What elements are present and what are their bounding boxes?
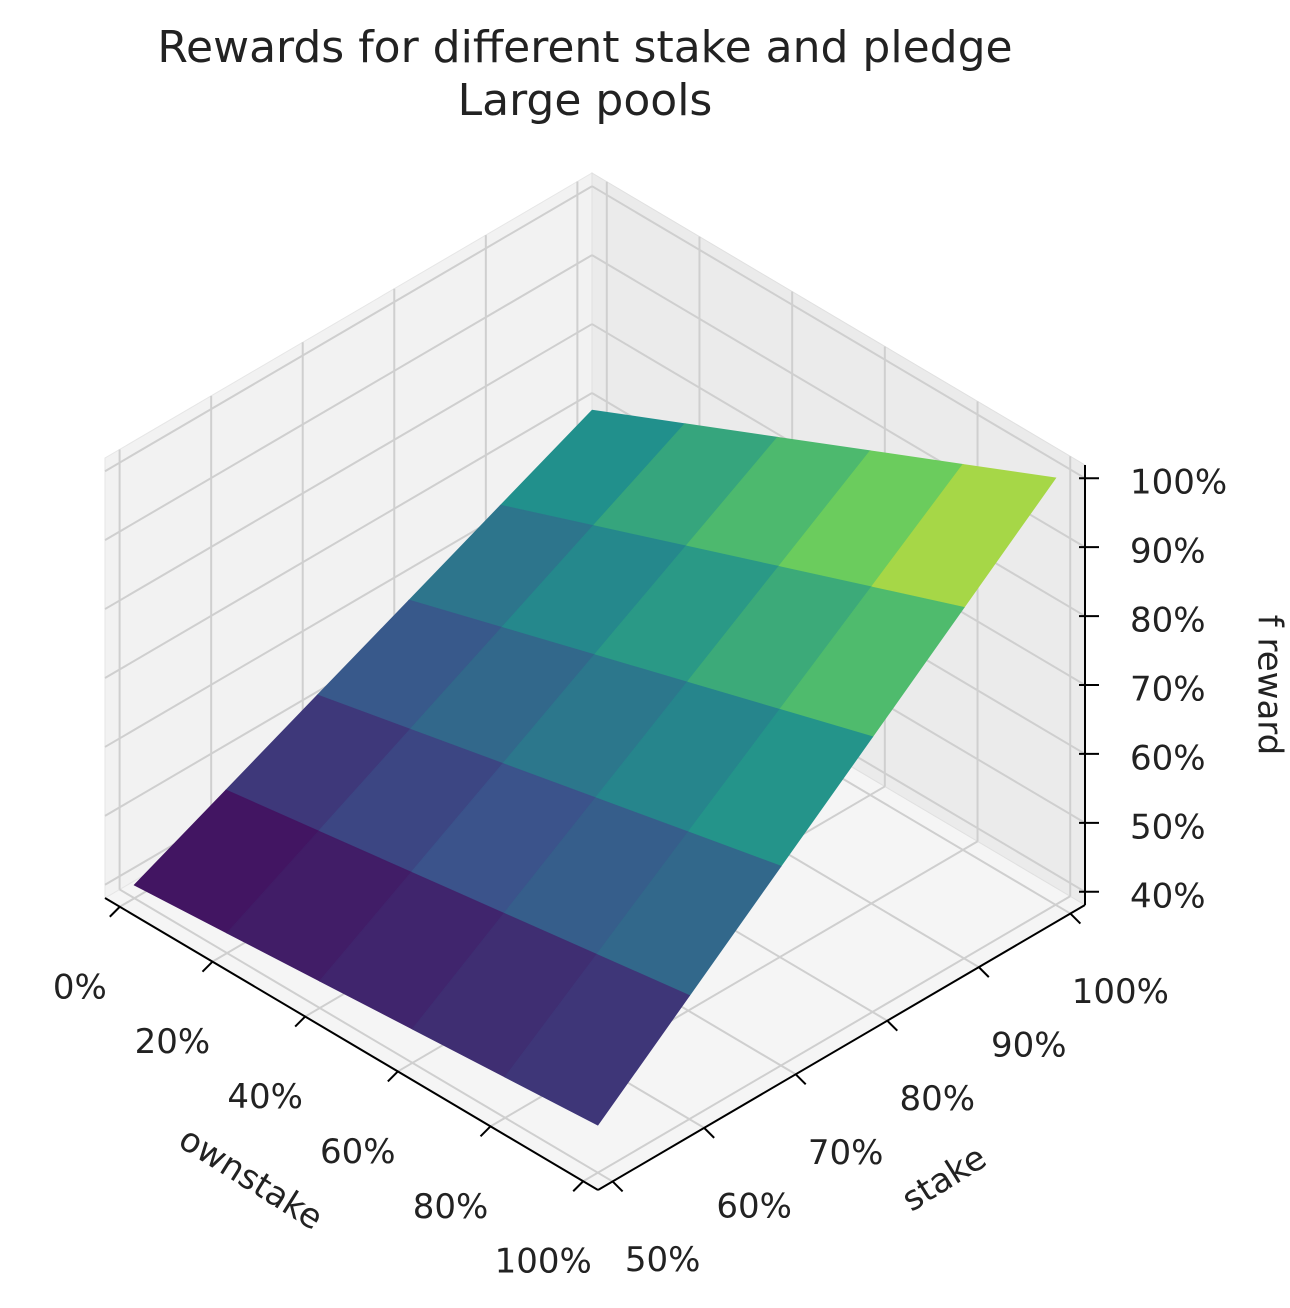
y-tick <box>978 966 990 978</box>
z-tick-label: 50% <box>1130 807 1206 847</box>
x-tick-label: 80% <box>413 1187 489 1227</box>
grid-line <box>104 392 593 679</box>
y-tick-label: 100% <box>1072 972 1169 1012</box>
y-tick <box>886 1020 898 1032</box>
surface-patch <box>504 953 691 1126</box>
y-tick-label: 80% <box>899 1079 975 1119</box>
x-tick <box>294 1015 306 1028</box>
y-tick <box>703 1127 715 1139</box>
x-tick-label: 0% <box>53 967 107 1007</box>
grid-line <box>104 185 593 473</box>
x-tick <box>572 1180 584 1192</box>
grid-line <box>119 888 614 1183</box>
x-tick-label: 60% <box>320 1132 396 1172</box>
y-tick-label: 50% <box>625 1240 701 1280</box>
z-tick-label: 70% <box>1130 670 1206 710</box>
chart-subtitle: Large pools <box>458 75 713 126</box>
y-tick-label: 70% <box>808 1133 884 1173</box>
x-tick <box>201 960 214 973</box>
y-tick-label: 90% <box>991 1026 1067 1066</box>
x-tick-label: 100% <box>495 1242 592 1282</box>
y-axis-label: stake <box>895 1138 994 1220</box>
y-tick <box>611 1180 624 1193</box>
y-tick <box>795 1073 807 1085</box>
chart-title: Rewards for different stake and pledge <box>157 22 1012 73</box>
y-tick-label: 60% <box>716 1186 792 1226</box>
x-tick-label: 20% <box>135 1022 211 1062</box>
axis-line <box>104 897 599 1191</box>
axis-line <box>597 904 1086 1191</box>
x-tick <box>109 906 121 918</box>
grid-line <box>104 323 593 610</box>
y-tick <box>1069 912 1082 925</box>
z-tick-label: 100% <box>1130 463 1227 503</box>
grid-line <box>582 895 1071 1183</box>
grid-line <box>591 185 1086 480</box>
z-tick-label: 90% <box>1130 532 1206 572</box>
grid-line <box>104 254 593 541</box>
z-tick-label: 80% <box>1130 601 1206 641</box>
x-tick-label: 40% <box>227 1077 303 1117</box>
z-axis-label: f reward <box>1250 615 1290 756</box>
x-tick <box>387 1070 399 1083</box>
z-tick-label: 60% <box>1130 738 1206 778</box>
z-tick-label: 40% <box>1130 876 1206 916</box>
x-tick <box>479 1125 492 1138</box>
x-axis-label: ownstake <box>172 1119 330 1238</box>
